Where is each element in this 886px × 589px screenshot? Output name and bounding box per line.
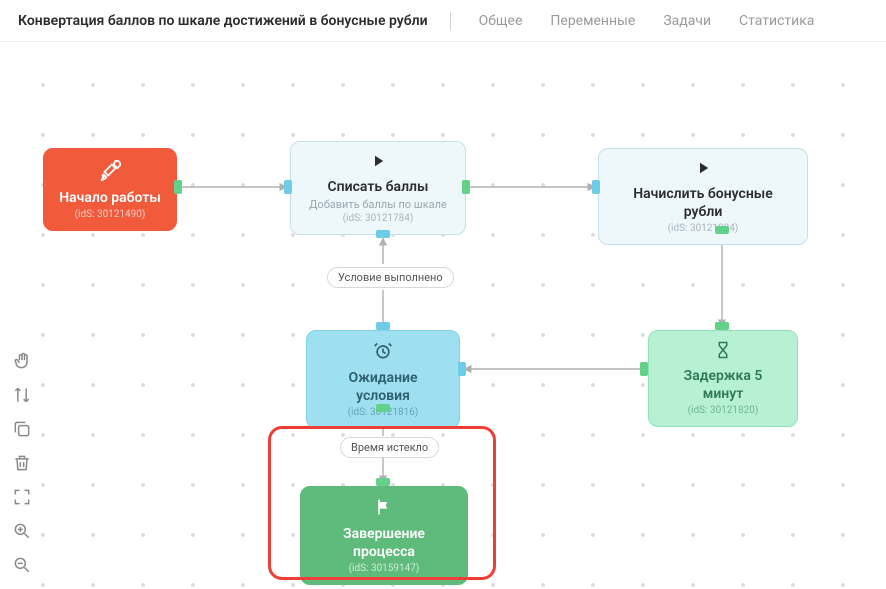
- connector-port[interactable]: [462, 180, 470, 194]
- node-wait-title: Ожидание условия: [321, 369, 445, 405]
- node-accrue[interactable]: Начислить бонусные рубли (idS: 30121804): [598, 148, 808, 245]
- node-delay-id: (idS: 30121820): [688, 405, 759, 416]
- node-delay[interactable]: Задержка 5 минут (idS: 30121820): [648, 330, 798, 427]
- flag-icon: [374, 497, 394, 521]
- zoom-in-button[interactable]: [8, 517, 36, 545]
- pill-condition-done: Условие выполнено: [327, 267, 454, 288]
- canvas-toolbar: [8, 347, 36, 579]
- fullscreen-button[interactable]: [8, 483, 36, 511]
- play-icon: [694, 159, 712, 181]
- connector-port[interactable]: [376, 478, 390, 486]
- workflow-canvas[interactable]: Начало работы (idS: 30121490) Списать ба…: [0, 42, 886, 589]
- node-end-id: (idS: 30159147): [349, 563, 420, 574]
- connector-port[interactable]: [458, 362, 466, 376]
- connector-port[interactable]: [174, 180, 182, 194]
- node-writeoff-subtitle: Добавить баллы по шкале: [309, 198, 447, 211]
- connector-port[interactable]: [715, 226, 729, 234]
- delete-button[interactable]: [8, 449, 36, 477]
- play-icon: [369, 152, 387, 174]
- tab-tasks[interactable]: Задачи: [663, 13, 711, 29]
- node-end-title: Завершение процесса: [315, 525, 453, 561]
- zoom-out-button[interactable]: [8, 551, 36, 579]
- auto-layout-button[interactable]: [8, 381, 36, 409]
- copy-button[interactable]: [8, 415, 36, 443]
- pill-time-expired: Время истекло: [340, 437, 439, 458]
- node-start-id: (idS: 30121490): [75, 209, 146, 220]
- header-divider: [450, 12, 451, 30]
- rocket-icon: [99, 159, 121, 185]
- node-delay-title: Задержка 5 минут: [663, 367, 783, 403]
- node-writeoff-id: (idS: 30121784): [343, 213, 414, 224]
- node-accrue-title: Начислить бонусные рубли: [613, 185, 793, 221]
- connector-port[interactable]: [376, 230, 390, 238]
- page-title: Конвертация баллов по шкале достижений в…: [18, 13, 428, 29]
- connector-port[interactable]: [284, 180, 292, 194]
- node-start[interactable]: Начало работы (idS: 30121490): [43, 148, 177, 231]
- node-wait[interactable]: Ожидание условия (idS: 30121816): [306, 330, 460, 429]
- hourglass-icon: [714, 341, 732, 363]
- tab-general[interactable]: Общее: [479, 13, 523, 29]
- connector-port[interactable]: [715, 322, 729, 330]
- tab-statistics[interactable]: Статистика: [739, 13, 814, 29]
- header-bar: Конвертация баллов по шкале достижений в…: [0, 0, 886, 42]
- node-writeoff-title: Списать баллы: [328, 178, 429, 196]
- node-end[interactable]: Завершение процесса (idS: 30159147): [300, 486, 468, 585]
- node-writeoff[interactable]: Списать баллы Добавить баллы по шкале (i…: [290, 141, 466, 235]
- connector-port[interactable]: [376, 404, 390, 412]
- alarm-icon: [373, 341, 393, 365]
- connector-port[interactable]: [592, 180, 600, 194]
- connector-port[interactable]: [376, 322, 390, 330]
- tab-variables[interactable]: Переменные: [550, 13, 635, 29]
- node-start-title: Начало работы: [59, 189, 161, 207]
- connector-port[interactable]: [640, 362, 648, 376]
- pan-tool-button[interactable]: [8, 347, 36, 375]
